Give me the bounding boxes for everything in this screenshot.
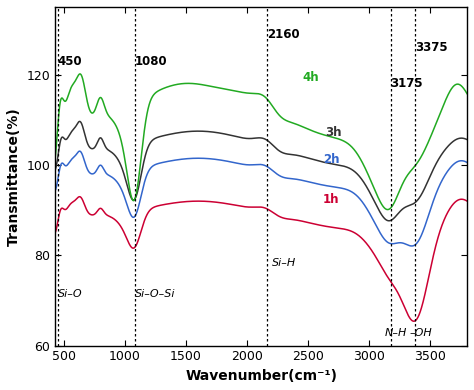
Text: Si–H: Si–H [272,257,296,268]
X-axis label: Wavenumber(cm⁻¹): Wavenumber(cm⁻¹) [185,369,337,383]
Text: 450: 450 [58,55,82,68]
Text: 3175: 3175 [391,78,423,90]
Text: Si–O: Si–O [58,289,83,299]
Text: 3375: 3375 [415,41,448,54]
Text: –OH: –OH [410,328,432,338]
Text: 2160: 2160 [267,28,299,41]
Text: N–H: N–H [384,328,407,338]
Y-axis label: Transmittance(%): Transmittance(%) [7,107,21,246]
Text: 1h: 1h [323,193,339,206]
Text: 3h: 3h [325,126,342,139]
Text: 4h: 4h [302,71,319,85]
Text: 2h: 2h [323,153,339,166]
Text: 1080: 1080 [135,55,167,68]
Text: Si–O–Si: Si–O–Si [135,289,175,299]
